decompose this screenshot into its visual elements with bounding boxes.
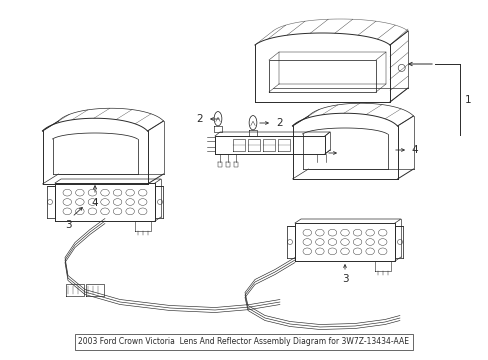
Text: 2: 2 (275, 118, 282, 128)
Text: 4: 4 (410, 145, 417, 155)
Text: 2003 Ford Crown Victoria  Lens And Reflector Assembly Diagram for 3W7Z-13434-AAE: 2003 Ford Crown Victoria Lens And Reflec… (79, 338, 408, 346)
Text: 3: 3 (341, 274, 347, 284)
Text: 1: 1 (464, 95, 470, 105)
Text: 3: 3 (64, 220, 71, 230)
Text: 4: 4 (92, 198, 98, 208)
Text: 2: 2 (196, 114, 203, 124)
